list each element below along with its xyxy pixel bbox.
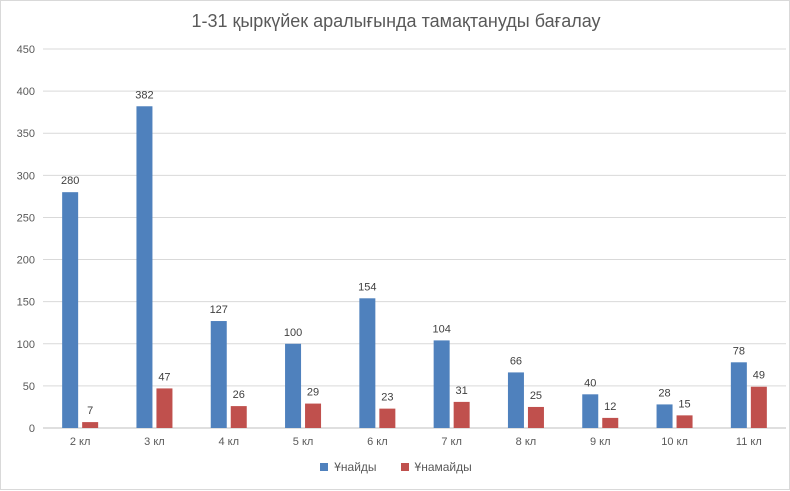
y-tick-label-450: 450 [17, 44, 35, 56]
bar-series-1-0 [82, 422, 99, 428]
legend-label-series-0: Ұнайды [334, 460, 377, 474]
bar-series-1-2 [230, 406, 247, 428]
data-label-series-0-6: 66 [510, 355, 522, 367]
x-tick-label-0: 2 кл [70, 436, 91, 448]
y-tick-label-200: 200 [17, 255, 35, 267]
bar-series-1-9 [750, 386, 767, 428]
data-label-series-1-7: 12 [604, 401, 616, 413]
data-label-series-1-2: 26 [233, 389, 245, 401]
bar-series-0-5 [433, 340, 450, 428]
y-tick-label-0: 0 [29, 423, 35, 435]
bar-series-0-4 [359, 298, 376, 428]
legend-item-series-1: Ұнамайды [400, 460, 472, 474]
x-tick-label-6: 8 кл [516, 436, 537, 448]
bar-series-0-6 [507, 372, 524, 428]
legend-label-series-1: Ұнамайды [414, 460, 472, 474]
bar-series-1-5 [453, 401, 470, 428]
data-label-series-0-3: 100 [284, 327, 302, 339]
bar-series-1-3 [305, 403, 322, 428]
data-label-series-0-1: 382 [135, 89, 153, 101]
bar-series-0-9 [730, 362, 747, 428]
data-label-series-0-9: 78 [733, 345, 745, 357]
data-label-series-1-0: 7 [87, 405, 93, 417]
data-label-series-1-5: 31 [456, 385, 468, 397]
y-tick-label-100: 100 [17, 339, 35, 351]
legend-item-series-0: Ұнайды [320, 460, 377, 474]
y-tick-label-150: 150 [17, 297, 35, 309]
data-label-series-1-9: 49 [753, 370, 765, 382]
data-label-series-1-6: 25 [530, 390, 542, 402]
bar-series-0-0 [62, 192, 79, 428]
x-tick-label-4: 6 кл [367, 436, 388, 448]
legend-swatch-series-0 [320, 463, 329, 471]
data-label-series-0-0: 280 [61, 175, 79, 187]
bar-series-0-2 [210, 321, 227, 428]
chart-title: 1-31 қыркүйек аралығында тамақтануды бағ… [191, 11, 601, 31]
y-tick-label-400: 400 [17, 86, 35, 98]
bar-series-1-8 [676, 415, 693, 428]
x-tick-label-3: 5 кл [293, 436, 314, 448]
bar-series-1-7 [602, 417, 619, 428]
y-tick-label-250: 250 [17, 212, 35, 224]
y-tick-label-350: 350 [17, 128, 35, 140]
bar-series-1-4 [379, 408, 396, 428]
x-tick-label-8: 10 кл [661, 436, 688, 448]
data-label-series-0-2: 127 [210, 304, 228, 316]
data-label-series-0-7: 40 [584, 377, 596, 389]
data-label-series-0-8: 28 [658, 387, 670, 399]
bar-series-1-6 [527, 406, 544, 428]
legend-swatch-series-1 [400, 463, 409, 471]
bar-series-0-1 [136, 106, 153, 428]
bar-series-1-1 [156, 388, 173, 428]
bar-series-0-3 [285, 343, 302, 428]
data-label-series-0-5: 104 [432, 323, 450, 335]
y-tick-label-300: 300 [17, 170, 35, 182]
data-label-series-1-4: 23 [381, 392, 393, 404]
x-tick-label-2: 4 кл [218, 436, 239, 448]
x-tick-label-5: 7 кл [441, 436, 462, 448]
data-label-series-1-3: 29 [307, 387, 319, 399]
data-label-series-0-4: 154 [358, 281, 376, 293]
data-label-series-1-8: 15 [678, 398, 690, 410]
bar-series-0-8 [656, 404, 673, 428]
x-tick-label-7: 9 кл [590, 436, 611, 448]
legend: Ұнайды Ұнамайды [1, 460, 790, 474]
y-tick-label-50: 50 [23, 381, 35, 393]
data-label-series-1-1: 47 [158, 371, 170, 383]
bar-series-0-7 [582, 394, 599, 428]
x-tick-label-1: 3 кл [144, 436, 165, 448]
x-tick-label-9: 11 кл [736, 436, 762, 448]
